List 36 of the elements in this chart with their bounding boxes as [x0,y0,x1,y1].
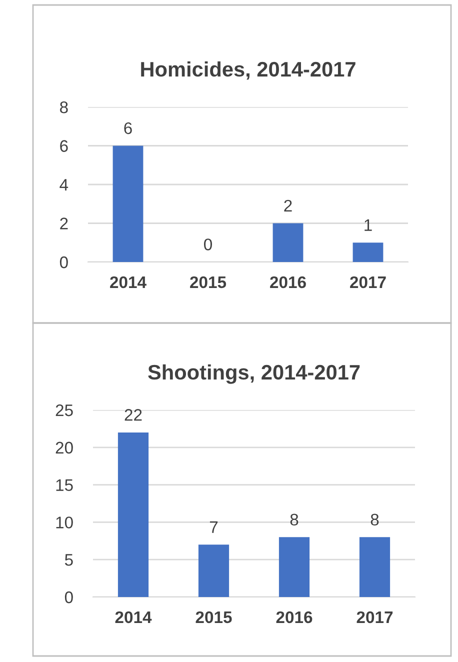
y-tick-label: 0 [64,591,73,604]
x-tick-label: 2016 [276,611,312,624]
data-label: 2 [284,200,292,212]
bar [198,544,230,597]
x-tick-label: 2015 [196,611,232,624]
x-tick-label: 2017 [350,276,386,288]
chart-title: Shootings, 2014-2017 [148,364,360,384]
y-tick-label: 25 [56,404,73,416]
x-tick-label: 2014 [110,276,146,288]
y-tick-label: 8 [60,101,68,114]
data-label: 1 [364,219,372,231]
bar [359,537,390,597]
data-label: 8 [370,514,379,526]
data-label: 22 [124,409,142,421]
bar [112,146,144,262]
x-tick-label: 2016 [270,276,306,288]
bar [352,242,384,262]
x-tick-label: 2017 [356,611,393,624]
y-tick-label: 4 [60,179,68,191]
y-tick-label: 2 [60,218,68,230]
bar [278,537,310,597]
data-label: 7 [210,521,218,533]
x-tick-label: 2015 [190,276,226,288]
bar [272,223,304,262]
y-tick-label: 6 [60,140,68,152]
bar [118,432,149,597]
y-tick-label: 10 [56,516,73,528]
data-label: 8 [290,514,298,526]
data-label: 6 [124,122,132,134]
x-tick-label: 2014 [115,611,152,624]
y-tick-label: 20 [56,442,73,454]
y-tick-label: 5 [64,554,73,566]
y-tick-label: 0 [60,256,68,268]
data-label: 0 [204,238,212,250]
chart-title: Homicides, 2014-2017 [141,61,356,80]
y-tick-label: 15 [56,479,73,492]
